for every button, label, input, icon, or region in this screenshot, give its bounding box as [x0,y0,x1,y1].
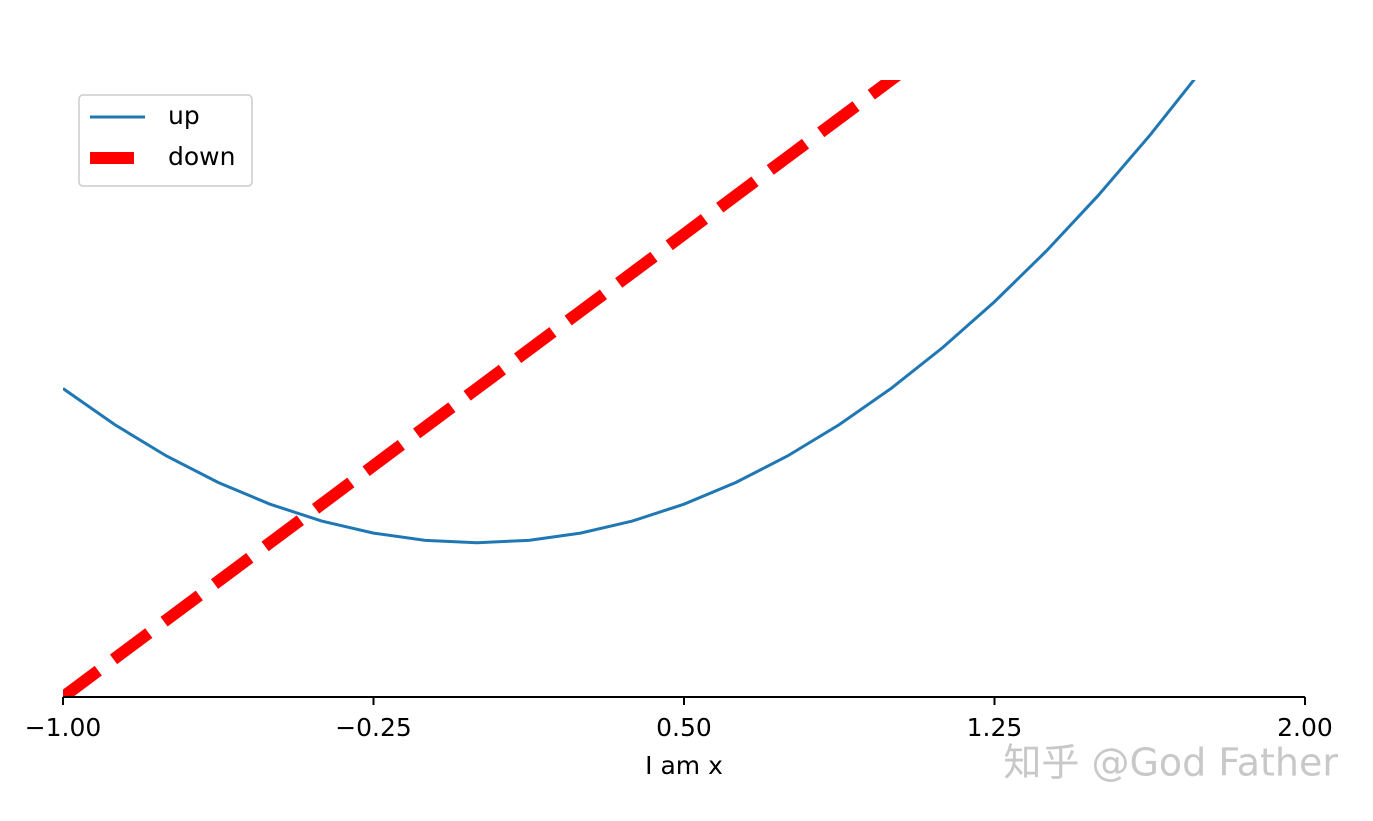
x-axis-label: I am x [645,751,723,780]
watermark: 知乎 @God Father [1003,741,1338,785]
plot-area [63,80,1196,697]
x-tick-label: 0.50 [656,713,712,742]
x-tick-label: −1.00 [25,713,102,742]
legend-label: up [168,101,200,130]
data-line [63,80,902,697]
x-tick-label: −0.25 [335,713,412,742]
x-tick-label: 1.25 [967,713,1023,742]
legend-frame [78,94,253,187]
legend-label: down [168,142,235,171]
data-line [63,80,1196,545]
x-tick-label: 2.00 [1277,713,1333,742]
